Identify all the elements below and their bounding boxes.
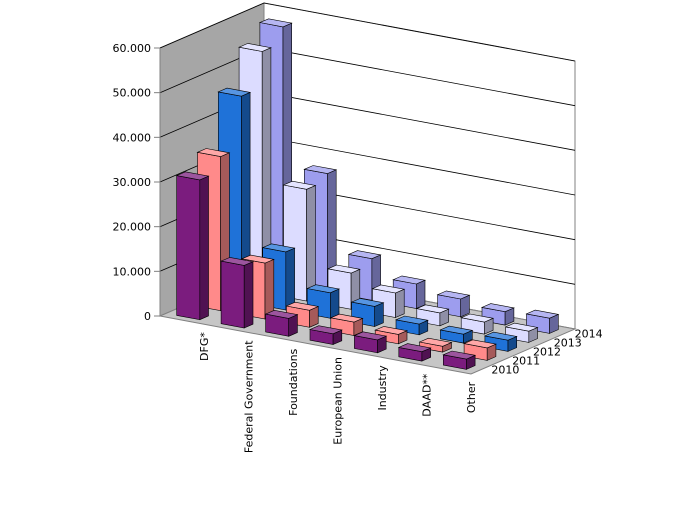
bar-top <box>347 250 382 260</box>
bar-2010-3 <box>308 325 343 345</box>
gridline <box>159 2 576 62</box>
y-tick-label: 30.000 <box>113 176 152 189</box>
category-label: DAAD** <box>420 373 433 417</box>
bar-top <box>264 309 299 319</box>
bar-top <box>397 343 432 353</box>
bar-top <box>483 331 518 341</box>
bar-top <box>240 254 275 264</box>
category-label: Other <box>465 381 478 413</box>
bar-top <box>504 322 539 332</box>
bar-2012-5 <box>439 325 474 344</box>
y-tick-label: 0 <box>144 310 151 323</box>
series-label: 2013 <box>554 337 582 350</box>
bar-top <box>442 350 477 360</box>
bar-top <box>480 303 515 313</box>
bar-top <box>353 331 388 341</box>
bar-top <box>439 325 474 335</box>
bar-top <box>329 313 364 323</box>
bar-side <box>374 302 384 327</box>
bar-top <box>175 171 210 181</box>
series-label: 2012 <box>533 346 561 359</box>
bar-top <box>261 243 296 253</box>
bar-front <box>220 260 245 329</box>
bar-top <box>220 257 255 266</box>
y-tick-label: 40.000 <box>113 131 152 144</box>
bar-side <box>395 288 405 318</box>
bar-side <box>264 258 275 320</box>
bar-top <box>392 275 427 285</box>
bar-top <box>326 264 361 274</box>
bar-top <box>394 315 429 325</box>
bar-top <box>303 165 338 174</box>
category-label: DFG* <box>198 332 211 361</box>
series-label: 2014 <box>575 328 603 341</box>
bar-2010-6 <box>442 350 477 370</box>
bar-top <box>418 337 453 347</box>
bar-side <box>306 185 316 302</box>
category-label: Industry <box>376 365 389 411</box>
bar-2010-2 <box>264 309 299 337</box>
bar-top <box>285 301 320 311</box>
bar-side <box>285 247 295 311</box>
bar-side <box>329 288 340 319</box>
y-tick-label: 60.000 <box>113 42 152 55</box>
bar-top <box>238 43 272 52</box>
bar-top <box>196 148 231 157</box>
bar-top <box>217 87 252 97</box>
bar-2013-6 <box>504 322 539 343</box>
bar-side <box>199 175 209 321</box>
y-tick-label: 10.000 <box>113 265 152 278</box>
bar-side <box>243 261 254 329</box>
category-label: Federal Government <box>243 340 256 453</box>
bar-top <box>258 18 293 28</box>
bar-2010-5 <box>397 343 432 362</box>
y-tick-label: 20.000 <box>113 221 152 234</box>
category-label: European Union <box>332 357 345 445</box>
bar-top <box>308 325 343 335</box>
bar-top <box>306 284 341 294</box>
bar-top <box>374 326 409 335</box>
bar-2010-4 <box>353 331 388 354</box>
bar-top <box>371 284 406 294</box>
bar-top <box>463 339 497 349</box>
bar-top <box>436 290 471 300</box>
bar-side <box>415 279 426 309</box>
series-label: 2011 <box>512 355 540 368</box>
bar-top <box>525 309 560 319</box>
bar-2011-5 <box>418 337 453 353</box>
bar-top <box>460 313 495 323</box>
bar-top <box>282 180 317 190</box>
series-label: 2010 <box>491 364 519 377</box>
bar-front <box>176 175 201 321</box>
bar-2010-1 <box>220 257 255 329</box>
bar-top <box>350 298 385 307</box>
y-tick-label: 50.000 <box>113 87 152 100</box>
bar-2010-0 <box>175 171 210 321</box>
category-label: Foundations <box>287 348 300 415</box>
bar-top <box>415 304 450 314</box>
